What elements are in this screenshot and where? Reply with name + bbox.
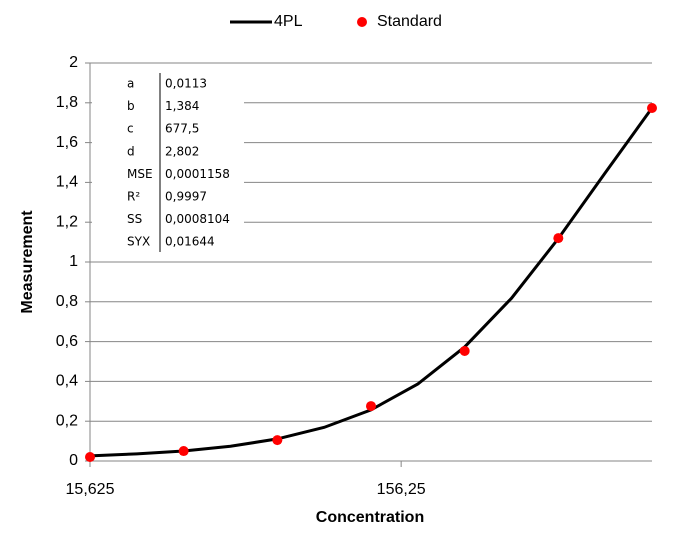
parameter-name: MSE: [127, 167, 153, 181]
parameter-name: b: [127, 99, 135, 113]
parameter-value: 1,384: [165, 99, 199, 113]
data-point: [459, 345, 470, 356]
x-tick-label: 156,25: [377, 481, 426, 498]
data-point: [178, 446, 189, 457]
y-tick-label: 1,6: [56, 134, 78, 151]
legend-label: Standard: [377, 13, 442, 30]
x-tick-label: 15,625: [66, 481, 115, 498]
y-tick-label: 0: [69, 452, 78, 469]
y-tick-label: 0,2: [56, 412, 78, 429]
parameter-value: 0,01644: [165, 235, 215, 249]
table-background: [92, 72, 244, 254]
legend-label: 4PL: [274, 13, 303, 30]
parameter-name: c: [127, 122, 134, 136]
data-point: [366, 401, 376, 412]
y-tick-label: 0,8: [56, 293, 78, 310]
parameter-name: SS: [127, 212, 142, 226]
y-tick-label: 1,2: [56, 213, 78, 230]
y-axis-title: Measurement: [19, 210, 36, 314]
y-tick-label: 0,4: [56, 373, 78, 390]
y-tick-label: 1,8: [56, 94, 78, 111]
data-point: [553, 233, 564, 244]
parameter-name: SYX: [127, 235, 150, 249]
legend-marker: [357, 17, 367, 27]
parameter-value: 0,0113: [165, 77, 207, 91]
parameter-value: 0,0001158: [165, 167, 230, 181]
parameter-name: d: [127, 144, 135, 158]
parameter-name: a: [127, 77, 134, 91]
x-axis-title: Concentration: [316, 509, 424, 526]
parameter-name: R²: [127, 190, 140, 204]
parameter-value: 0,9997: [165, 190, 207, 204]
y-tick-label: 2: [69, 54, 78, 71]
data-point: [85, 452, 95, 463]
parameter-value: 677,5: [165, 122, 199, 136]
y-tick-label: 1,4: [56, 174, 78, 191]
data-point: [272, 435, 283, 446]
parameter-value: 0,0008104: [165, 212, 230, 226]
parameter-value: 2,802: [165, 144, 199, 158]
y-tick-label: 1: [69, 253, 78, 270]
y-tick-label: 0,6: [56, 333, 78, 350]
data-point: [647, 102, 657, 113]
